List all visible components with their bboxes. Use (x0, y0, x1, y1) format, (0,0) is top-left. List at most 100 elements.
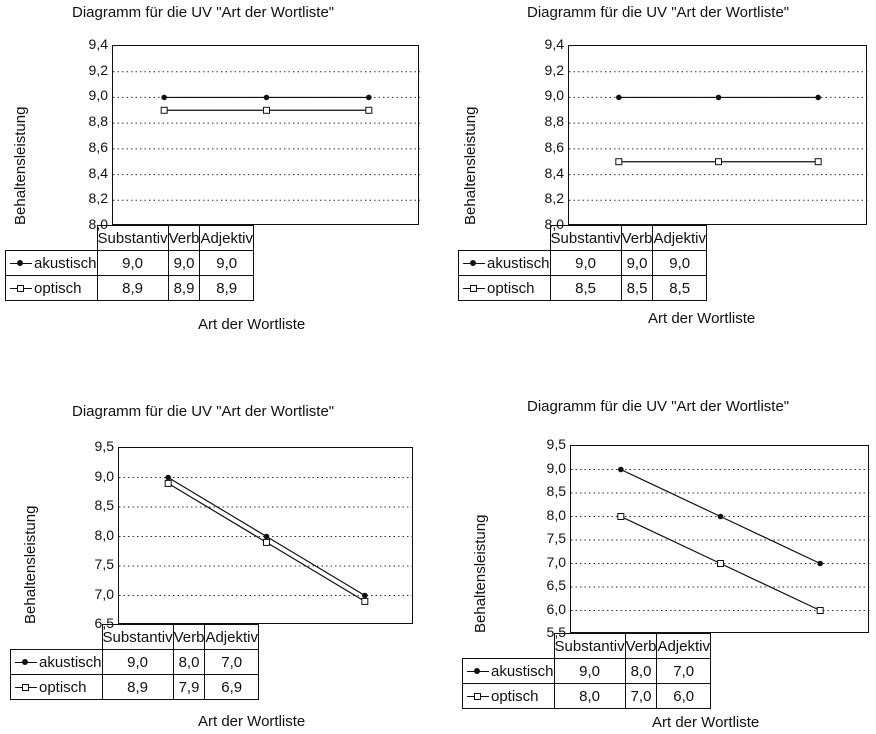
data-value: 7,0 (656, 658, 711, 684)
y-axis-label: Behaltensleistung (462, 106, 479, 225)
y-tick-label: 8,6 (88, 138, 108, 155)
y-tick-label: 9,0 (544, 87, 564, 104)
category-label: Verb (624, 633, 658, 659)
data-value: 7,9 (172, 674, 206, 700)
y-axis-label: Behaltensleistung (22, 505, 39, 624)
y-tick-label: 8,5 (546, 483, 566, 499)
table-corner (11, 625, 103, 650)
data-point-akustisch (263, 94, 270, 101)
category-label: Substantiv (549, 225, 622, 251)
data-value: 6,0 (656, 683, 711, 709)
plot-svg (113, 71, 420, 201)
legend-marker-icon (10, 259, 32, 269)
legend-label: optisch (39, 678, 87, 696)
category-label: Substantiv (553, 633, 626, 659)
legend-label: optisch (487, 279, 535, 297)
y-tick-label: 9,2 (88, 61, 108, 78)
y-tick-label: 9,4 (544, 36, 564, 52)
data-value: 6,9 (204, 674, 259, 700)
data-value: 8,5 (620, 275, 654, 301)
data-value: 8,5 (549, 275, 622, 301)
y-tick-label: 9,5 (546, 436, 566, 452)
category-label: Substantiv (101, 624, 174, 650)
plot-svg (569, 71, 868, 201)
legend-entry: optisch (458, 275, 551, 301)
data-point-optisch (361, 597, 369, 605)
category-label: Adjektiv (204, 624, 259, 650)
table-header-row: Substantiv Verb Adjektiv (11, 624, 259, 650)
legend-entry: akustisch (10, 649, 103, 675)
data-value: 9,0 (652, 250, 707, 276)
data-value: 9,0 (101, 649, 174, 675)
legend-label: akustisch (39, 653, 102, 671)
data-value: 8,5 (652, 275, 707, 301)
data-value: 8,0 (624, 658, 658, 684)
data-value: 7,0 (624, 683, 658, 709)
data-point-optisch (263, 106, 270, 114)
y-tick-label: 8,8 (88, 113, 108, 130)
y-tick-label: 8,4 (544, 164, 564, 181)
data-point-akustisch (618, 466, 624, 473)
table-header-row: Substantiv Verb Adjektiv (6, 225, 254, 251)
plot-area (570, 445, 870, 633)
data-point-akustisch (263, 533, 270, 540)
legend-marker-icon (463, 259, 485, 269)
data-point-optisch (717, 560, 724, 567)
legend-label: optisch (491, 687, 539, 705)
data-point-optisch (715, 158, 722, 166)
chart-title: Diagramm für die UV "Art der Wortliste" (72, 4, 335, 21)
y-axis-label: Behaltensleistung (472, 514, 489, 633)
data-value: 9,0 (167, 250, 201, 276)
y-tick-label: 8,8 (544, 113, 564, 130)
category-label: Verb (620, 225, 654, 251)
data-point-akustisch (165, 474, 171, 481)
legend-marker-icon (15, 683, 37, 693)
y-tick-label: 8,0 (94, 526, 114, 543)
category-label: Adjektiv (199, 225, 254, 251)
legend-entry: akustisch (458, 250, 551, 276)
data-point-optisch (615, 158, 623, 166)
legend-marker-icon (15, 658, 37, 668)
data-point-akustisch (366, 94, 372, 101)
legend-label: optisch (34, 279, 82, 297)
data-point-optisch (263, 538, 270, 546)
data-point-akustisch (815, 94, 821, 101)
category-label: Verb (167, 225, 201, 251)
data-point-akustisch (161, 94, 167, 101)
legend-label: akustisch (487, 254, 550, 272)
y-tick-label: 9,5 (94, 438, 114, 454)
legend-marker-icon (10, 284, 32, 294)
x-axis-label: Art der Wortliste (198, 713, 306, 730)
data-value: 9,0 (96, 250, 169, 276)
data-point-akustisch (717, 513, 724, 520)
y-tick-label: 7,0 (94, 585, 114, 602)
category-label: Substantiv (96, 225, 169, 251)
chart-title: Diagramm für die UV "Art der Wortliste" (527, 4, 790, 21)
data-point-optisch (814, 158, 822, 166)
table-row: optisch 8,0 7,0 6,0 (462, 683, 711, 709)
data-value: 8,9 (101, 674, 174, 700)
y-tick-label: 6,0 (546, 600, 566, 617)
table-corner (459, 226, 551, 251)
data-point-akustisch (817, 560, 823, 567)
data-point-optisch (816, 607, 824, 614)
data-point-optisch (160, 106, 168, 114)
table-header-row: Substantiv Verb Adjektiv (459, 225, 707, 251)
data-value: 9,0 (549, 250, 622, 276)
legend-marker-icon (467, 667, 489, 677)
data-table: Substantiv Verb Adjektiv akustisch 9,0 9,0 9,0… (458, 225, 707, 301)
plot-area (112, 45, 420, 225)
y-tick-label: 8,0 (546, 506, 566, 523)
data-point-akustisch (362, 592, 368, 599)
legend-marker-icon (467, 692, 489, 702)
y-tick-label: 8,4 (88, 164, 108, 181)
data-value: 8,0 (553, 683, 626, 709)
plot-svg (571, 466, 870, 614)
category-label: Verb (172, 624, 206, 650)
data-value: 9,0 (620, 250, 654, 276)
legend-entry: optisch (5, 275, 98, 301)
legend-entry: optisch (462, 683, 555, 709)
legend-entry: akustisch (462, 658, 555, 684)
plot-svg (119, 474, 414, 605)
y-tick-label: 9,2 (544, 61, 564, 78)
